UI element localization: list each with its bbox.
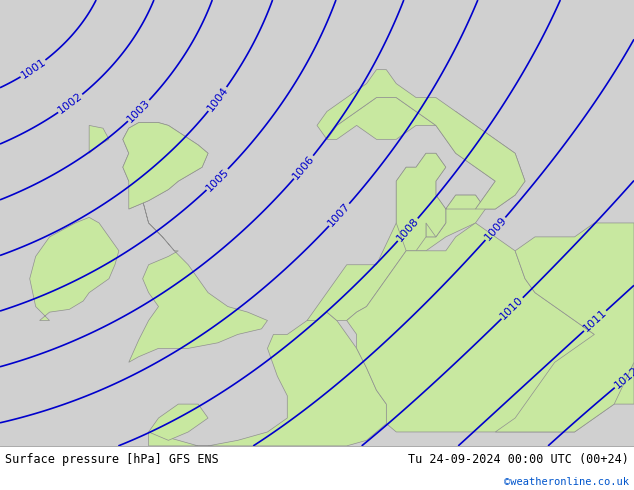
Polygon shape bbox=[327, 98, 525, 251]
Text: 1009: 1009 bbox=[482, 215, 508, 243]
Polygon shape bbox=[148, 404, 208, 441]
Text: 1012: 1012 bbox=[612, 365, 634, 391]
Polygon shape bbox=[123, 122, 268, 362]
Polygon shape bbox=[495, 223, 634, 432]
Text: 1002: 1002 bbox=[56, 91, 85, 116]
Text: 1008: 1008 bbox=[395, 216, 421, 244]
Text: Surface pressure [hPa] GFS ENS: Surface pressure [hPa] GFS ENS bbox=[5, 453, 219, 466]
Text: 1001: 1001 bbox=[19, 57, 48, 81]
Polygon shape bbox=[89, 125, 109, 153]
Text: 1006: 1006 bbox=[291, 153, 316, 181]
Text: 1011: 1011 bbox=[581, 308, 609, 334]
Polygon shape bbox=[396, 153, 446, 237]
Text: 1003: 1003 bbox=[126, 98, 152, 124]
Polygon shape bbox=[317, 70, 525, 209]
Text: Tu 24-09-2024 00:00 UTC (00+24): Tu 24-09-2024 00:00 UTC (00+24) bbox=[408, 453, 629, 466]
Text: 1004: 1004 bbox=[205, 85, 230, 113]
Text: 1005: 1005 bbox=[204, 166, 231, 193]
Polygon shape bbox=[347, 223, 634, 432]
Polygon shape bbox=[30, 218, 119, 320]
Polygon shape bbox=[307, 195, 486, 320]
Text: ©weatheronline.co.uk: ©weatheronline.co.uk bbox=[504, 477, 629, 487]
Text: 1007: 1007 bbox=[326, 201, 353, 229]
Text: 1010: 1010 bbox=[499, 295, 526, 321]
Polygon shape bbox=[148, 312, 386, 446]
Polygon shape bbox=[123, 122, 208, 209]
